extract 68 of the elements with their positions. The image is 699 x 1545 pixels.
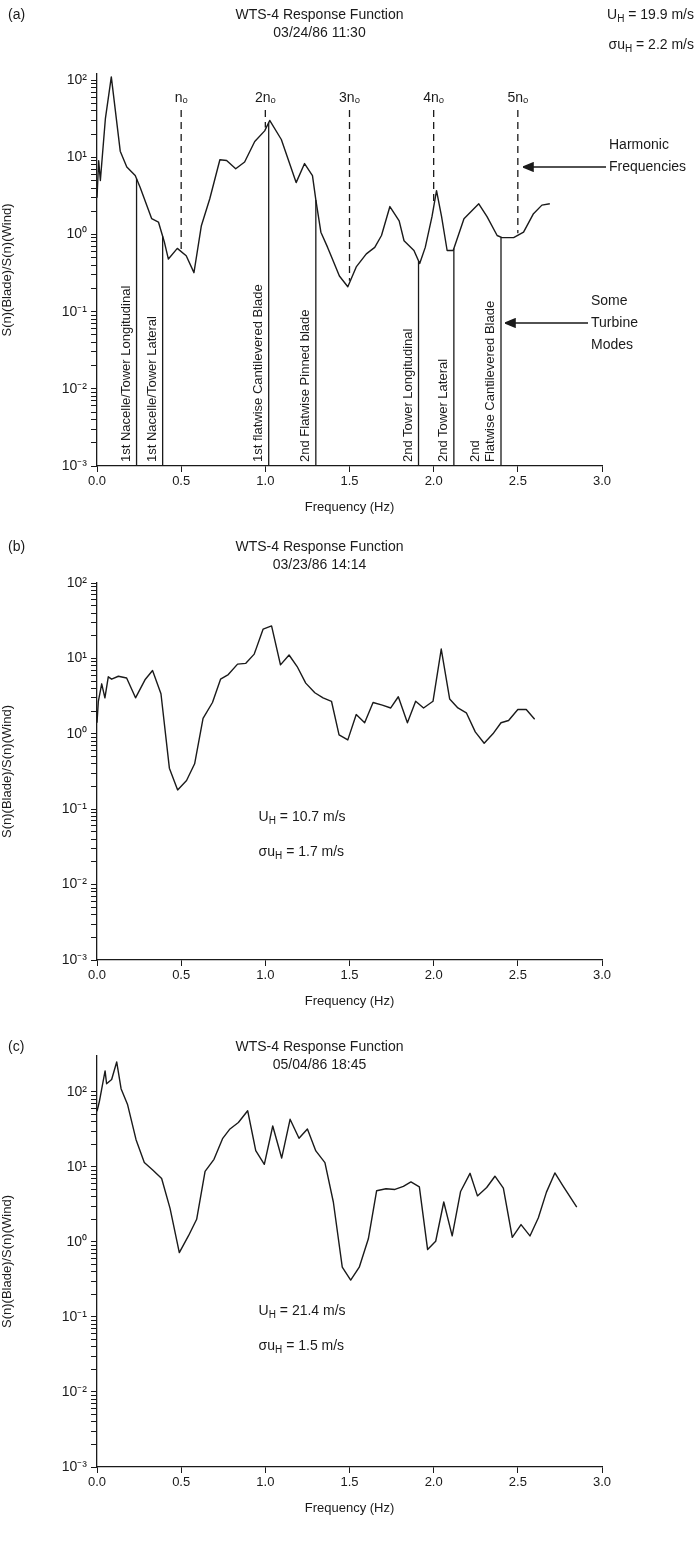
y-axis-title: S(n)(Blade)/S(n)(Wind)	[0, 203, 15, 337]
x-axis-title: Frequency (Hz)	[304, 1499, 395, 1515]
ref-line-label: 1st Nacelle/Tower Longitudinal	[117, 285, 133, 462]
y-axis-title: S(n)(Blade)/S(n)(Wind)	[0, 705, 15, 838]
x-tick-label: 0.5	[172, 1474, 191, 1490]
x-tick-label: 1.5	[340, 473, 359, 489]
y-tick-label: 10⁰	[66, 1232, 87, 1249]
y-tick-label: 10⁻²	[61, 875, 88, 892]
y-tick-label: 10¹	[66, 649, 88, 666]
ref-line-label: 2nd Flatwise Pinned blade	[296, 309, 312, 462]
y-tick-label: 10⁻³	[61, 950, 88, 967]
y-tick-label: 10⁰	[66, 724, 87, 741]
ref-line-label: 2nd Tower Lateral	[434, 358, 450, 462]
x-tick-label: 2.5	[508, 1474, 527, 1490]
x-axis-title: Frequency (Hz)	[304, 992, 395, 1008]
y-tick-label: 10⁻²	[61, 1382, 88, 1399]
chart-title: WTS-4 Response Function	[235, 1037, 404, 1054]
x-tick-label: 2.0	[424, 967, 443, 983]
text: (b)	[8, 537, 26, 554]
x-tick-label: 0.5	[172, 967, 191, 983]
y-tick-label: 10⁰	[66, 225, 87, 242]
y-tick-label: 10¹	[66, 1157, 88, 1174]
text: (a)	[8, 5, 26, 22]
x-tick-label: 2.5	[508, 473, 527, 489]
x-tick-label: 1.0	[256, 967, 275, 983]
chart-subtitle: 05/04/86 18:45	[272, 1055, 367, 1072]
chart-title: WTS-4 Response Function	[235, 5, 404, 22]
y-tick-label: 10¹	[66, 148, 88, 165]
y-tick-label: 10⁻²	[61, 379, 88, 396]
x-tick-label: 1.0	[256, 1474, 275, 1490]
y-tick-label: 10²	[66, 573, 88, 590]
x-tick-label: 1.5	[340, 1474, 359, 1490]
ref-line-label: 2nd Flatwise Cantilevered Blade	[467, 300, 498, 462]
y-tick-label: 10⁻³	[61, 1457, 88, 1474]
chart-subtitle: 03/24/86 11:30	[273, 23, 366, 40]
ref-line-label: 5nₒ	[507, 88, 529, 105]
ref-line-label: 2nₒ	[254, 88, 276, 105]
x-tick-label: 2.0	[424, 473, 443, 489]
ref-line-label: 2nd Tower Longitudinal	[399, 328, 415, 462]
x-tick-label: 0.0	[87, 473, 107, 489]
y-tick-label: 10⁻¹	[61, 800, 88, 817]
y-tick-label: 10⁻³	[61, 456, 88, 473]
y-tick-label: 10⁻¹	[61, 1307, 88, 1324]
x-axis-title: Frequency (Hz)	[304, 498, 395, 514]
chart-subtitle: 03/23/86 14:14	[272, 555, 367, 572]
ref-line-label: 3nₒ	[339, 88, 360, 105]
x-tick-label: 3.0	[592, 473, 612, 489]
ref-line-label: 4nₒ	[423, 88, 445, 105]
text: Harmonic Frequencies	[609, 135, 687, 174]
y-tick-label: 10²	[66, 70, 88, 87]
x-tick-label: 2.5	[508, 967, 527, 983]
x-tick-label: 2.0	[424, 1474, 443, 1490]
ref-line-label: nₒ	[174, 88, 188, 105]
chart-title: WTS-4 Response Function	[235, 537, 404, 554]
text: (c)	[8, 1037, 25, 1054]
x-tick-label: 1.0	[256, 473, 275, 489]
x-tick-label: 0.5	[172, 473, 191, 489]
y-axis-title: S(n)(Blade)/S(n)(Wind)	[0, 1195, 15, 1328]
x-tick-label: 0.0	[87, 1474, 107, 1490]
annotation: Some Turbine Modes	[591, 291, 639, 352]
x-tick-label: 0.0	[87, 967, 107, 983]
y-tick-label: 10²	[66, 1082, 88, 1099]
ref-line-label: 1st flatwise Cantilevered Blade	[249, 284, 265, 462]
x-tick-label: 3.0	[592, 1474, 612, 1490]
x-tick-label: 1.5	[340, 967, 359, 983]
y-tick-label: 10⁻¹	[61, 302, 88, 319]
ref-line-label: 1st Nacelle/Tower Lateral	[143, 315, 159, 462]
x-tick-label: 3.0	[592, 967, 612, 983]
